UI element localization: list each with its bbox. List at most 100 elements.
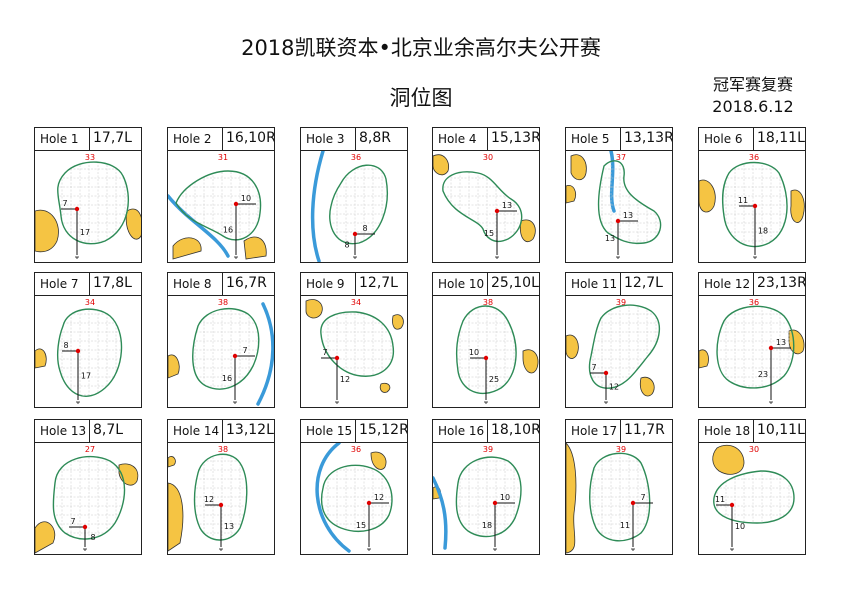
- approach-marker: [484, 401, 488, 404]
- green-diagram: 8 17 34: [35, 298, 123, 404]
- page-title: 2018凯联资本•北京业余高尔夫公开赛: [241, 36, 601, 60]
- green-outline: [320, 464, 393, 532]
- pin-position: 13,12L: [226, 422, 274, 438]
- approach-marker: [616, 256, 620, 259]
- header-divider: [222, 420, 223, 442]
- pin-position: 8,8R: [359, 130, 391, 146]
- bunker-shape: [519, 219, 536, 243]
- front-distance-label: 12: [340, 375, 350, 384]
- edge-distance-label: 8: [362, 224, 367, 233]
- page-subtitle: 洞位图: [389, 86, 453, 110]
- header-divider: [487, 420, 488, 442]
- water-hazard: [433, 476, 448, 550]
- approach-marker: [769, 401, 773, 404]
- front-distance-label: 11: [620, 521, 630, 530]
- approach-marker: [219, 548, 223, 551]
- bunker-shape: [790, 189, 805, 223]
- water-hazard: [310, 151, 325, 262]
- hole-card-header: Hole 1 17,7L: [35, 128, 141, 151]
- pin-position: 16,7R: [226, 275, 267, 291]
- water-hazard: [609, 151, 616, 213]
- bunker-shape: [172, 237, 202, 260]
- water-hazard: [256, 302, 274, 406]
- header-divider: [753, 420, 754, 442]
- front-distance-label: 10: [735, 522, 745, 531]
- edge-distance-label: 10: [500, 493, 510, 502]
- green-diagram: 10 18 39: [433, 445, 522, 551]
- approach-marker: [353, 256, 357, 259]
- water-hazard: [315, 443, 351, 553]
- header-divider: [487, 273, 488, 295]
- front-distance-label: 15: [356, 521, 366, 530]
- pin-position: 25,10L: [491, 275, 539, 291]
- pin-position: 16,10R: [226, 130, 275, 146]
- bunker-shape: [566, 443, 577, 554]
- hole-card-header: Hole 10 25,10L: [433, 273, 539, 296]
- green-depth-label: 34: [351, 298, 361, 307]
- edge-distance-label: 13: [623, 211, 633, 220]
- green-diagram: 13 15 30: [433, 153, 536, 259]
- edge-distance-label: 11: [715, 495, 725, 504]
- hole-card-header: Hole 15 15,12R: [301, 420, 407, 443]
- header-divider: [753, 273, 754, 295]
- hole-card-18: Hole 18 10,11L 11 10 30: [698, 419, 806, 555]
- approach-marker: [367, 548, 371, 551]
- edge-distance-label: 7: [640, 493, 645, 502]
- bunker-shape: [35, 521, 56, 554]
- green-outline: [713, 470, 795, 524]
- hole-card-1: Hole 1 17,7L 7 17 33: [34, 127, 142, 263]
- green-depth-label: 33: [85, 153, 95, 162]
- green-outline: [597, 160, 662, 245]
- bunker-shape: [699, 349, 709, 369]
- header-divider: [753, 128, 754, 150]
- green-diagram: 7 11 39: [566, 443, 653, 554]
- green-diagram: 12 15 36: [315, 443, 393, 553]
- green-outline: [320, 311, 395, 377]
- round-info: 冠军赛复赛 2018.6.12: [706, 74, 800, 118]
- pin-marker: [232, 353, 238, 359]
- hole-label: Hole 10: [438, 277, 485, 291]
- hole-label: Hole 5: [571, 132, 610, 146]
- bunker-shape: [168, 482, 184, 552]
- green-depth-label: 39: [483, 445, 493, 454]
- bunker-shape: [433, 154, 450, 176]
- header-divider: [222, 128, 223, 150]
- hole-card-header: Hole 11 12,7L: [566, 273, 672, 296]
- green-outline: [193, 453, 248, 541]
- green-diagram: 7 8 27: [35, 445, 139, 554]
- bunker-shape: [522, 349, 539, 374]
- approach-marker: [234, 256, 238, 259]
- green-diagram: 10 16 31: [168, 153, 267, 260]
- green-outline: [442, 171, 523, 243]
- green-depth-label: 34: [85, 298, 95, 307]
- header-divider: [222, 273, 223, 295]
- bunker-shape: [639, 376, 655, 397]
- approach-marker: [233, 401, 237, 404]
- pin-marker: [218, 502, 224, 508]
- green-depth-label: 39: [616, 445, 626, 454]
- header-divider: [355, 420, 356, 442]
- green-diagram: 7 17 33: [35, 153, 141, 259]
- green-diagram: 11 18 36: [699, 153, 805, 259]
- green-outline: [192, 307, 260, 390]
- pin-marker: [752, 203, 758, 209]
- green-diagram: 8 8 36: [310, 151, 388, 262]
- hole-card-header: Hole 5 13,13R: [566, 128, 672, 151]
- hole-label: Hole 12: [704, 277, 751, 291]
- green-grid: [57, 309, 122, 397]
- hole-card-header: Hole 14 13,12L: [168, 420, 274, 443]
- bunker-shape: [168, 354, 180, 379]
- pin-position: 10,11L: [757, 422, 805, 438]
- hole-label: Hole 6: [704, 132, 743, 146]
- green-diagram: 7 12 34: [305, 298, 404, 404]
- hole-card-11: Hole 11 12,7L 7 12 39: [565, 272, 673, 408]
- edge-distance-label: 10: [469, 348, 479, 357]
- green-diagram: 11 10 30: [712, 444, 795, 551]
- hole-label: Hole 18: [704, 424, 751, 438]
- green-depth-label: 39: [616, 298, 626, 307]
- green-outline: [57, 161, 129, 245]
- header-divider: [620, 420, 621, 442]
- hole-card-header: Hole 2 16,10R: [168, 128, 274, 151]
- header-divider: [89, 273, 90, 295]
- hole-card-16: Hole 16 18,10R 10 18 39: [432, 419, 540, 555]
